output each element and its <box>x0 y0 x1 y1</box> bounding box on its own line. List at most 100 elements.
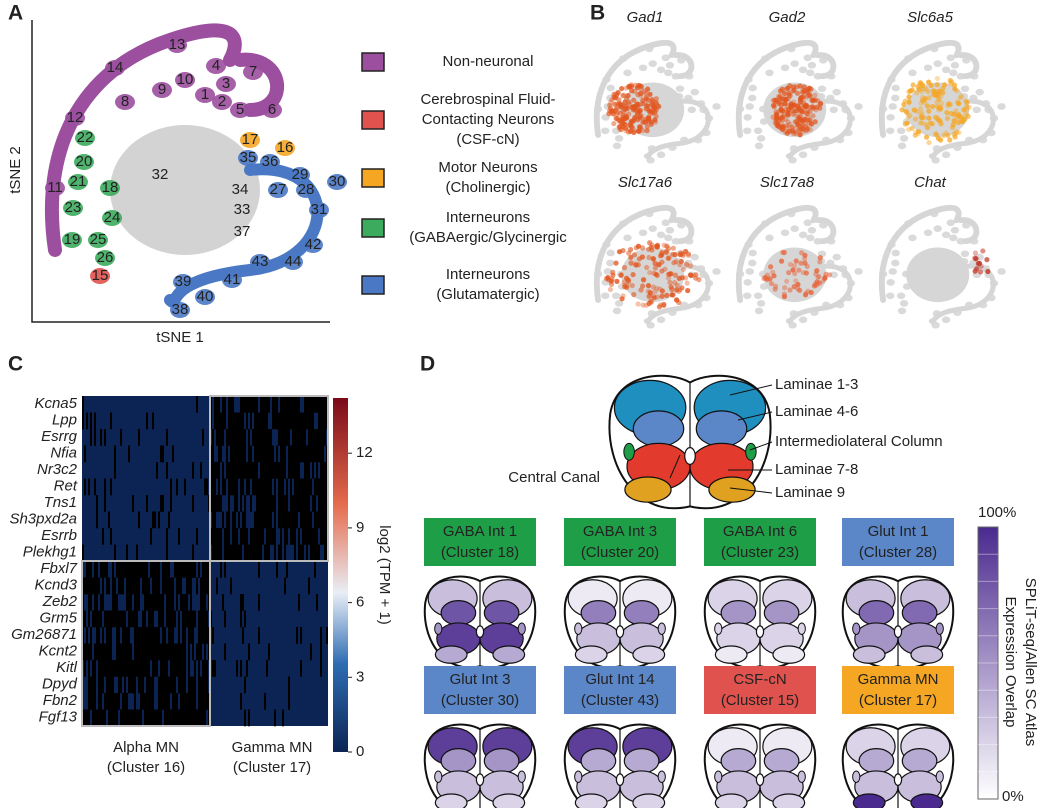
heatmap-cell <box>106 693 108 710</box>
expression-dot <box>954 129 960 135</box>
cell-cluster <box>296 182 316 198</box>
heatmap-cell <box>170 676 172 694</box>
heatmap-cell <box>94 412 96 430</box>
expression-dot <box>625 277 631 283</box>
cell-cluster <box>970 72 979 80</box>
heatmap-cell <box>286 528 288 545</box>
cell-cluster <box>803 54 812 62</box>
cluster-label: 7 <box>249 63 257 80</box>
heatmap-cell <box>86 577 88 595</box>
heatmap-cell <box>216 412 218 430</box>
expression-dot <box>801 84 807 90</box>
heatmap-cell <box>286 478 288 496</box>
expression-dot <box>785 85 791 91</box>
heatmap-cell <box>166 693 168 710</box>
heatmap-cell <box>172 594 174 611</box>
heatmap-cell <box>290 528 292 545</box>
expression-dot <box>972 250 979 256</box>
cell-cluster <box>195 289 215 305</box>
heatmap-cell <box>186 709 188 727</box>
expression-dot <box>955 99 961 105</box>
cell-cluster <box>283 254 303 270</box>
heatmap-cell <box>142 610 144 628</box>
heatmap-cell <box>254 528 256 545</box>
heatmap-cell <box>324 478 326 496</box>
heatmap-cell <box>214 660 216 677</box>
heatmap-cell <box>162 561 164 578</box>
expression-dot <box>804 89 810 96</box>
expression-dot <box>937 106 944 112</box>
heatmap-cell <box>274 462 276 479</box>
cluster-box <box>842 518 954 566</box>
heatmap-cell <box>194 676 196 694</box>
heatmap-cell <box>250 544 252 562</box>
heatmap-cell <box>302 429 304 446</box>
heatmap-cell <box>206 561 208 578</box>
heatmap-cell <box>266 462 268 479</box>
heatmap-cell <box>138 561 140 578</box>
heatmap-cell <box>140 643 142 661</box>
heatmap-cell <box>158 561 160 578</box>
heatmap-cell <box>100 693 102 710</box>
laminae-4-6 <box>763 748 800 774</box>
expression-dot <box>650 103 656 109</box>
cell-cluster <box>930 45 939 53</box>
heatmap-cell <box>138 643 140 661</box>
heatmap-cell <box>310 643 312 661</box>
heatmap-cell <box>194 610 196 628</box>
expression-dot <box>945 132 951 138</box>
heatmap-cell <box>214 478 216 496</box>
cell-cluster <box>675 85 685 93</box>
heatmap-cell <box>182 693 184 710</box>
heatmap-cell <box>122 610 124 628</box>
heatmap-cell <box>98 693 100 710</box>
expression-dot <box>640 302 646 308</box>
cell-cluster <box>619 55 628 62</box>
cell-cluster <box>702 294 711 302</box>
heatmap-cell <box>96 627 98 644</box>
heatmap-cell <box>94 660 96 677</box>
heatmap-cell <box>196 396 198 413</box>
heatmap-cell <box>300 544 302 562</box>
expression-dot <box>904 120 910 126</box>
expression-dot <box>640 128 646 134</box>
heatmap-cell <box>194 693 196 710</box>
heatmap-cell <box>122 643 124 661</box>
heatmap-cell <box>314 544 316 562</box>
heatmap-cell <box>108 660 110 677</box>
heatmap-cell <box>192 495 194 512</box>
heatmap-cell <box>126 561 128 578</box>
expression-dot <box>918 105 924 112</box>
cell-cluster <box>923 64 933 72</box>
heatmap-cell <box>256 445 258 463</box>
heatmap-cell <box>146 693 148 710</box>
heatmap-cell <box>170 627 172 644</box>
expression-dot <box>804 263 810 269</box>
heatmap-cell <box>280 544 282 562</box>
cell-cloud <box>233 52 284 117</box>
heatmap-cell <box>134 594 136 611</box>
heatmap-cell <box>280 478 282 496</box>
heatmap-cell <box>318 511 320 529</box>
heatmap-cell <box>120 429 122 446</box>
heatmap-cell <box>310 396 312 413</box>
heatmap-cell <box>96 577 98 595</box>
heatmap-cell <box>240 660 242 677</box>
heatmap-cell <box>206 478 208 496</box>
legend-swatch <box>361 218 385 238</box>
expression-dot <box>797 132 803 138</box>
expression-dot <box>794 125 800 131</box>
heatmap-cell <box>268 495 270 512</box>
expression-dot <box>951 111 957 117</box>
heatmap-cell <box>86 412 88 430</box>
spinal-cord <box>423 575 537 669</box>
heatmap-cell <box>268 478 270 496</box>
heatmap-cell <box>146 412 148 430</box>
heatmap-cell <box>102 577 104 595</box>
colorbar-tick-label: 3 <box>356 668 364 685</box>
heatmap-cell <box>230 396 232 413</box>
heatmap-cell <box>316 544 318 562</box>
heatmap-cell <box>146 676 148 694</box>
expression-dot <box>802 103 808 109</box>
heatmap-cell <box>226 544 228 562</box>
